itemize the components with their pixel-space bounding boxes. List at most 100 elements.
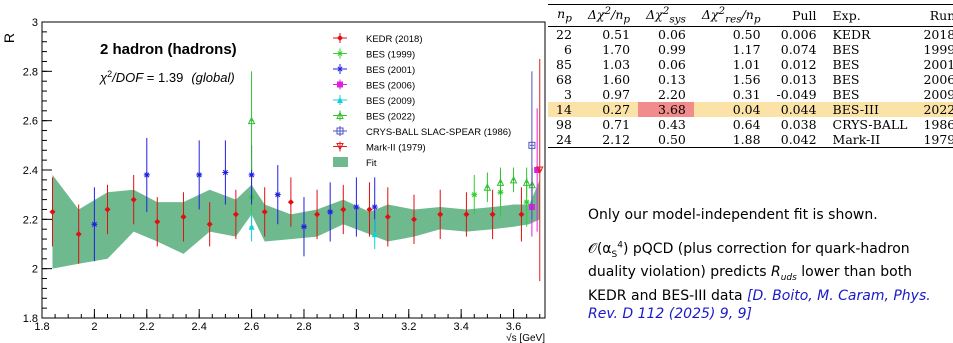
x-axis-label: √s [GeV] [506, 332, 545, 343]
data-point [337, 35, 343, 41]
table-cell: 0.044 [768, 101, 825, 117]
table-cell: 2001 [923, 56, 953, 72]
data-point [248, 171, 255, 178]
data-point [523, 199, 530, 206]
table-cell: 0.99 [658, 41, 686, 57]
header-pull: Pull [792, 7, 817, 23]
data-point [534, 167, 541, 173]
table-cell: 1999 [923, 41, 953, 57]
header-dchi2-sys: Δχ2sys [646, 5, 686, 26]
table-cell: BES [832, 86, 860, 102]
y-tick-label: 2 [32, 264, 38, 276]
y-tick-label: 2.4 [23, 165, 38, 177]
table-cell: 68 [556, 71, 572, 87]
table-cell: 0.04 [693, 101, 769, 117]
header-np: np [557, 6, 572, 25]
x-tick-label: 3 [353, 321, 359, 333]
legend-label: BES (2006) [366, 81, 415, 92]
x-tick-label: 1.8 [34, 321, 49, 333]
table-row: 24 2.12 0.50 1.88 0.042 Mark-II 1979 [548, 132, 953, 148]
table-cell: 0.51 [602, 26, 631, 42]
table-cell: CRYS-BALL [832, 116, 908, 132]
table-cell: 0.64 [732, 116, 761, 132]
table-cell: 0.042 [780, 131, 817, 147]
table-cell: Mark-II [832, 131, 881, 147]
x-tick-label: 2.6 [244, 321, 259, 333]
x-tick-label: 2.2 [139, 321, 154, 333]
r-uds: Ruds [770, 264, 797, 284]
table-cell: 0.97 [602, 86, 631, 102]
data-point [274, 191, 281, 198]
legend-label: BES (2022) [366, 112, 415, 123]
table-cell: 0.71 [602, 116, 631, 132]
x-tick-label: 2.4 [192, 321, 207, 333]
table-cell: 98 [556, 116, 572, 132]
y-tick-label: 1.8 [23, 313, 38, 325]
header-dchi2-np: Δχ2/np [587, 5, 631, 26]
table-row: 98 0.71 0.43 0.64 0.038 CRYS-BALL 1986 [548, 117, 953, 132]
table-cell: 0.50 [658, 131, 686, 147]
data-point [336, 143, 344, 151]
data-point [49, 208, 56, 215]
table-cell: KEDR [832, 26, 871, 42]
y-axis-label: R [1, 33, 17, 43]
table-cell: 0.43 [658, 116, 686, 132]
citation-link[interactable]: [D. Boito, M. Caram, Phys. Rev. D 112 (2… [588, 288, 931, 323]
legend-label: Mark-II (1979) [366, 143, 426, 154]
data-point [287, 199, 294, 206]
r-ratio-chart: 1.8 2 2.2 2.4 2.6 2.8 3 3.2 3.4 3.6 1.8 2 2.2 2.4 2.6 2… [1, 17, 546, 343]
data-point [509, 175, 518, 184]
data-point [143, 171, 150, 178]
data-point [337, 81, 343, 88]
legend-entry: BES (2009) [333, 95, 415, 107]
table-row: 6 1.70 0.99 1.17 0.074 BES 1999 [548, 42, 953, 57]
header-dchi2-res: Δχ2res/np [701, 5, 761, 26]
table-cell: BES [832, 56, 860, 72]
table-cell: 1.01 [732, 56, 761, 72]
table-cell: 2.12 [602, 131, 631, 147]
table-cell: BES [832, 71, 860, 87]
table-cell: 0.074 [780, 41, 817, 57]
table-cell: 0.012 [780, 56, 817, 72]
data-point [371, 204, 378, 210]
fit-note: Only our model-independent fit is shown. [588, 207, 878, 223]
table-cell: 2.20 [658, 86, 686, 102]
x-tick-label: 2 [91, 321, 97, 333]
series-bes-2001- [91, 137, 378, 262]
header-run: Run [929, 7, 953, 23]
table-cell: 6 [563, 41, 572, 57]
data-point [463, 211, 470, 218]
legend-label: BES (2001) [366, 65, 415, 76]
data-point [327, 208, 334, 215]
data-point [411, 216, 418, 223]
data-point [154, 218, 161, 225]
legend-fit-label: Fit [366, 158, 377, 169]
y-tick-label: 3 [32, 17, 38, 29]
table-cell: 2022 [915, 101, 953, 117]
data-point [535, 166, 544, 175]
data-point [483, 183, 492, 191]
data-point [196, 171, 203, 178]
pqcd-tail: lower than both KEDR and BES-III data [588, 264, 913, 305]
data-point [232, 211, 239, 218]
legend-entry: BES (2001) [333, 64, 415, 76]
table-row: 68 1.60 0.13 1.56 0.013 BES 2006 [548, 72, 953, 87]
pqcd-note: 𝒪(αS4) pQCD (plus correction for quark-h… [588, 236, 948, 323]
data-point [384, 213, 391, 220]
legend-entry: BES (2022) [333, 110, 415, 123]
data-point [336, 127, 344, 135]
table-cell: 0.27 [579, 101, 639, 117]
table-cell: 22 [556, 26, 572, 42]
data-point [206, 221, 213, 228]
data-point [180, 213, 187, 220]
table-cell: 0.006 [780, 26, 817, 42]
data-point [471, 191, 478, 198]
table-cell: 1.70 [602, 41, 631, 57]
legend-label: KEDR (2018) [366, 34, 423, 45]
table-cell: BES [832, 41, 860, 57]
table-cell: 1.03 [602, 56, 631, 72]
table-cell: 2009 [923, 86, 953, 102]
data-point [496, 178, 505, 186]
x-tick-label: 2.8 [296, 321, 311, 333]
table-header: np Δχ2/np Δχ2sys Δχ2res/np Pull Exp. Run [548, 4, 953, 27]
